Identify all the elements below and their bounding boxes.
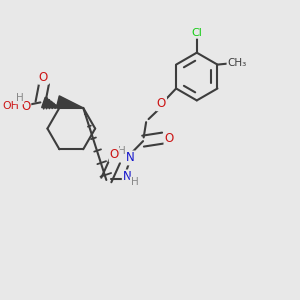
Polygon shape	[42, 97, 59, 108]
Text: O: O	[164, 132, 174, 145]
Text: CH₃: CH₃	[227, 58, 247, 68]
Text: H: H	[130, 177, 138, 188]
Text: O: O	[157, 97, 166, 110]
Text: H: H	[118, 146, 126, 156]
Text: OH: OH	[2, 101, 19, 111]
Text: N: N	[123, 170, 131, 183]
Text: O: O	[110, 148, 119, 161]
Text: N: N	[126, 152, 135, 164]
Text: Cl: Cl	[191, 28, 202, 38]
Text: H: H	[16, 93, 23, 103]
Text: O: O	[39, 71, 48, 84]
Text: O: O	[21, 100, 30, 112]
Polygon shape	[56, 96, 83, 108]
